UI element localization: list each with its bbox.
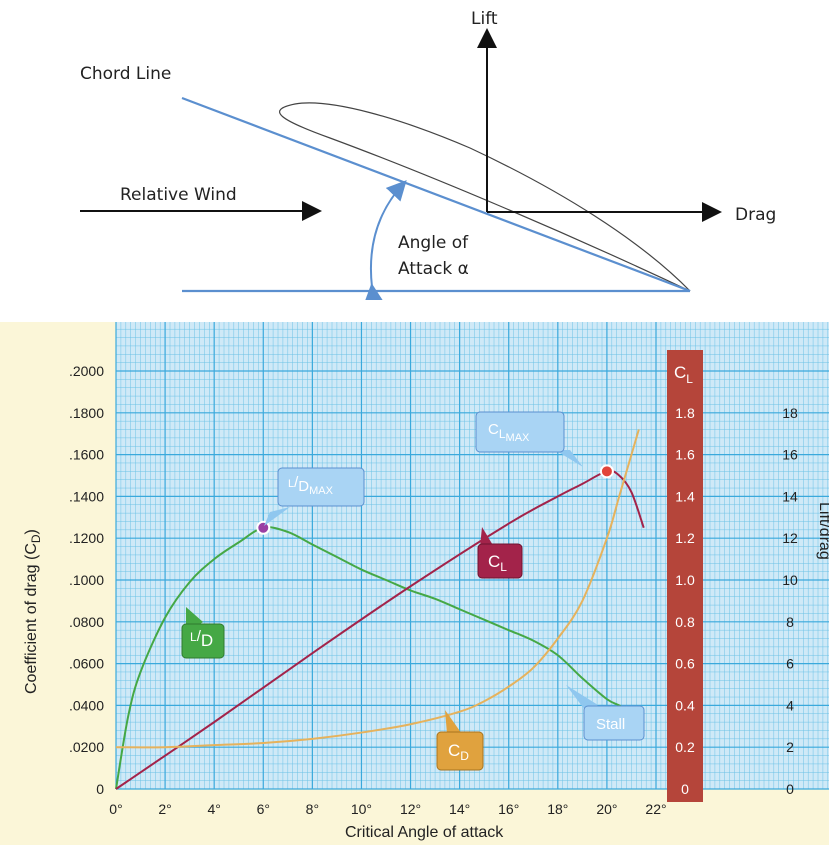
callout-cd: CD bbox=[436, 710, 484, 771]
ld-tick-label: 16 bbox=[782, 447, 798, 463]
x-tick-label: 4° bbox=[207, 801, 220, 817]
lift-label: Lift bbox=[471, 9, 498, 29]
callout-stall: Stall bbox=[566, 685, 645, 741]
x-tick-label: 12° bbox=[400, 801, 421, 817]
ld-tick-label: 2 bbox=[786, 739, 794, 755]
x-tick-label: 8° bbox=[306, 801, 319, 817]
callout-ld-main: L/D bbox=[181, 607, 225, 659]
cd-tick-label: .0800 bbox=[69, 614, 104, 630]
svg-text:CD: CD bbox=[448, 741, 469, 763]
chord-line bbox=[181, 96, 691, 293]
x-tick-label: 0° bbox=[109, 801, 122, 817]
cd-axis-ticks: 0 .0200 .0400 .0600 .0800 .1000 .1200 .1400 .160… bbox=[69, 363, 104, 797]
cl-tick-label: 1.4 bbox=[675, 488, 695, 504]
cl-tick-label: 1.0 bbox=[675, 572, 695, 588]
x-tick-label: 6° bbox=[257, 801, 270, 817]
cl-axis-label: CL bbox=[674, 363, 693, 386]
cd-tick-label: .0200 bbox=[69, 739, 104, 755]
cl-tick-label: 0.6 bbox=[675, 656, 695, 672]
ld-tick-label: 0 bbox=[786, 781, 794, 797]
cd-tick-label: .0400 bbox=[69, 697, 104, 713]
x-axis-ticks: 0° 2° 4° 6° 8° 10° 12° 14° 16° 18° 20° 22° bbox=[109, 801, 666, 817]
cl-tick-label: 1.2 bbox=[675, 530, 695, 546]
x-tick-label: 2° bbox=[158, 801, 171, 817]
curves bbox=[115, 429, 645, 790]
airfoil-outline bbox=[279, 102, 691, 292]
ld-tick-label: 14 bbox=[782, 488, 798, 504]
plot-background bbox=[116, 322, 829, 789]
cd-tick-label: 0 bbox=[96, 781, 104, 797]
ld-max-point bbox=[256, 520, 271, 535]
cl-tick-label: 1.6 bbox=[675, 447, 695, 463]
relative-wind-label: Relative Wind bbox=[120, 185, 237, 205]
angle-of-attack-diagram: Lift Chord Line Relative Wind Drag Angle… bbox=[80, 9, 776, 300]
ld-axis-ticks: 0 2 4 6 8 10 12 14 16 18 bbox=[782, 405, 798, 797]
callout-ld-max: L/DMAX bbox=[264, 467, 365, 526]
svg-text:L/D: L/D bbox=[190, 628, 213, 650]
x-axis-label: Critical Angle of attack bbox=[345, 824, 504, 841]
cd-curve bbox=[115, 429, 640, 749]
x-tick-label: 16° bbox=[498, 801, 519, 817]
callout-cl: CL bbox=[477, 527, 523, 579]
angle-of-attack-label-line1: Angle of bbox=[398, 233, 469, 253]
cl-axis-ticks: 0 0.2 0.4 0.6 0.8 1.0 1.2 1.4 1.6 1.8 bbox=[675, 405, 695, 797]
x-tick-label: 22° bbox=[645, 801, 666, 817]
cl-axis-bar bbox=[667, 350, 703, 802]
ld-tick-label: 8 bbox=[786, 614, 794, 630]
ld-tick-label: 4 bbox=[786, 697, 794, 713]
ld-tick-label: 6 bbox=[786, 656, 794, 672]
x-tick-label: 10° bbox=[351, 801, 372, 817]
cd-tick-label: .0600 bbox=[69, 656, 104, 672]
drag-label: Drag bbox=[735, 205, 776, 225]
callout-cl-max: CLMAX bbox=[475, 411, 583, 467]
cd-tick-label: .1200 bbox=[69, 530, 104, 546]
cl-tick-label: 0.2 bbox=[675, 739, 695, 755]
svg-text:CLMAX: CLMAX bbox=[488, 421, 530, 444]
chord-line-label: Chord Line bbox=[80, 64, 171, 84]
y-axis-label-left: Coefficient of drag (CD) bbox=[23, 529, 43, 694]
cd-tick-label: .1000 bbox=[69, 572, 104, 588]
cl-max-point bbox=[599, 464, 614, 479]
angle-of-attack-arc bbox=[363, 180, 407, 300]
cd-tick-label: .1600 bbox=[69, 447, 104, 463]
cd-tick-label: .2000 bbox=[69, 363, 104, 379]
cl-curve bbox=[115, 469, 645, 790]
x-tick-label: 14° bbox=[449, 801, 470, 817]
svg-text:CL: CL bbox=[488, 552, 507, 574]
cd-tick-label: .1400 bbox=[69, 488, 104, 504]
ld-tick-label: 18 bbox=[782, 405, 798, 421]
airfoil-performance-chart: 0° 2° 4° 6° 8° 10° 12° 14° 16° 18° 20° 22° 0 .0200 .0… bbox=[0, 322, 829, 845]
cl-tick-label: 0 bbox=[681, 781, 689, 797]
svg-text:Stall: Stall bbox=[596, 716, 625, 733]
cl-tick-label: 1.8 bbox=[675, 405, 695, 421]
ld-tick-label: 12 bbox=[782, 530, 798, 546]
cl-tick-label: 0.4 bbox=[675, 697, 695, 713]
ld-curve bbox=[115, 526, 645, 790]
x-tick-label: 18° bbox=[547, 801, 568, 817]
x-tick-label: 20° bbox=[596, 801, 617, 817]
cd-tick-label: .1800 bbox=[69, 405, 104, 421]
svg-text:L/DMAX: L/DMAX bbox=[288, 474, 334, 497]
angle-of-attack-label-line2: Attack α bbox=[398, 259, 469, 279]
cl-tick-label: 0.8 bbox=[675, 614, 695, 630]
ld-tick-label: 10 bbox=[782, 572, 798, 588]
y-axis-label-right: Lift/drag bbox=[816, 502, 829, 560]
